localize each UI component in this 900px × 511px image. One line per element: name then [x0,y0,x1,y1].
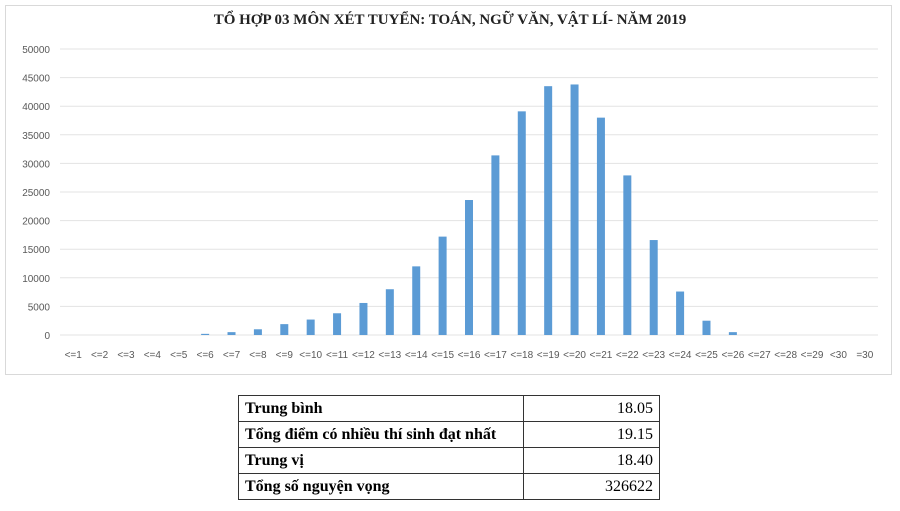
stats-label: Tổng điểm có nhiều thí sinh đạt nhất [238,421,524,448]
x-tick-label: <=7 [223,350,241,361]
bar-<=18 [517,111,526,336]
chart-title: TỔ HỢP 03 MÔN XÉT TUYỂN: TOÁN, NGỮ VĂN, … [213,12,687,28]
stats-value: 19.15 [523,421,660,448]
stats-value: 18.40 [523,447,660,474]
bar-<=11 [333,313,342,335]
stats-value: 18.05 [523,395,660,422]
stats-label: Trung vị [238,447,524,474]
y-tick-label: 30000 [22,159,50,170]
stats-label: Tổng số nguyện vọng [238,473,524,500]
bar-<=19 [544,86,553,336]
x-tick-label: <=13 [378,350,401,361]
x-tick-label: <=22 [616,350,639,361]
bar-<=14 [412,266,421,335]
bar-<=9 [280,324,289,335]
stats-table: Trung bình 18.05 Tổng điểm có nhiều thí s… [238,395,660,500]
x-tick-label: <=2 [91,350,109,361]
x-tick-label: =30 [856,350,873,361]
x-tick-label: <=11 [326,350,348,361]
bar-<=13 [385,289,394,335]
x-tick-label: <=18 [510,350,533,361]
x-tick-label: <=4 [144,350,162,361]
y-tick-label: 40000 [22,102,50,113]
bar-<=22 [623,175,632,335]
y-tick-label: 35000 [22,131,50,142]
bar-<=16 [465,200,473,335]
y-tick-label: 50000 [22,45,50,56]
y-tick-label: 15000 [22,245,50,256]
x-tick-label: <=10 [299,350,322,361]
bar-<=26 [728,332,737,335]
x-tick-label: <=21 [590,350,613,361]
stats-row-total: Tổng số nguyện vọng 326622 [238,473,660,500]
x-tick-label: <=28 [774,350,797,361]
x-tick-label: <=19 [537,350,560,361]
x-tick-label: <=25 [695,350,718,361]
bar-<=8 [253,329,262,335]
x-tick-label: <=24 [669,350,692,361]
x-tick-label: <=9 [276,350,294,361]
stats-row-mean: Trung bình 18.05 [238,395,660,422]
y-tick-label: 20000 [22,217,50,228]
bar-<=12 [359,302,368,335]
bar-<=23 [649,240,658,335]
x-tick-label: <=14 [405,350,428,361]
x-tick-label: <=8 [249,350,267,361]
x-tick-label: <=1 [65,350,83,361]
x-tick-label: <=15 [431,350,454,361]
x-tick-label: <=23 [642,350,665,361]
y-tick-label: 5000 [28,302,51,313]
x-tick-label: <=26 [721,350,744,361]
stats-label: Trung bình [238,395,524,422]
stats-row-mode: Tổng điểm có nhiều thí sinh đạt nhất 19.1… [238,421,660,448]
x-tick-label: <=27 [748,350,771,361]
stats-value: 326622 [523,473,660,500]
x-tick-label: <=3 [117,350,135,361]
bar-<=7 [227,332,236,335]
x-tick-label: <=5 [170,350,188,361]
y-tick-label: 45000 [22,74,50,85]
stats-row-median: Trung vị 18.40 [238,447,660,474]
bar-chart: 0 5000 10000 15000 20000 25000 30000 35000 40000… [22,45,878,361]
y-tick-label: 25000 [22,188,50,199]
bar-<=6 [201,333,210,335]
x-tick-label: <=20 [563,350,586,361]
chart-frame [5,5,892,375]
bar-<=21 [596,117,605,335]
y-tick-label: 10000 [22,274,50,285]
x-tick-label: <30 [830,350,847,361]
x-tick-label: <=29 [801,350,824,361]
bar-<=15 [438,236,447,335]
x-tick-label: <=6 [197,350,215,361]
x-tick-label: <=17 [484,350,507,361]
bar-<=24 [676,291,685,335]
x-tick-label: <=12 [352,350,375,361]
y-tick-label: 0 [44,331,50,342]
bar-<=25 [702,320,711,335]
bar-<=10 [306,319,315,335]
bar-<=17 [491,155,500,335]
x-tick-label: <=16 [458,350,481,361]
bar-<=20 [570,84,579,336]
